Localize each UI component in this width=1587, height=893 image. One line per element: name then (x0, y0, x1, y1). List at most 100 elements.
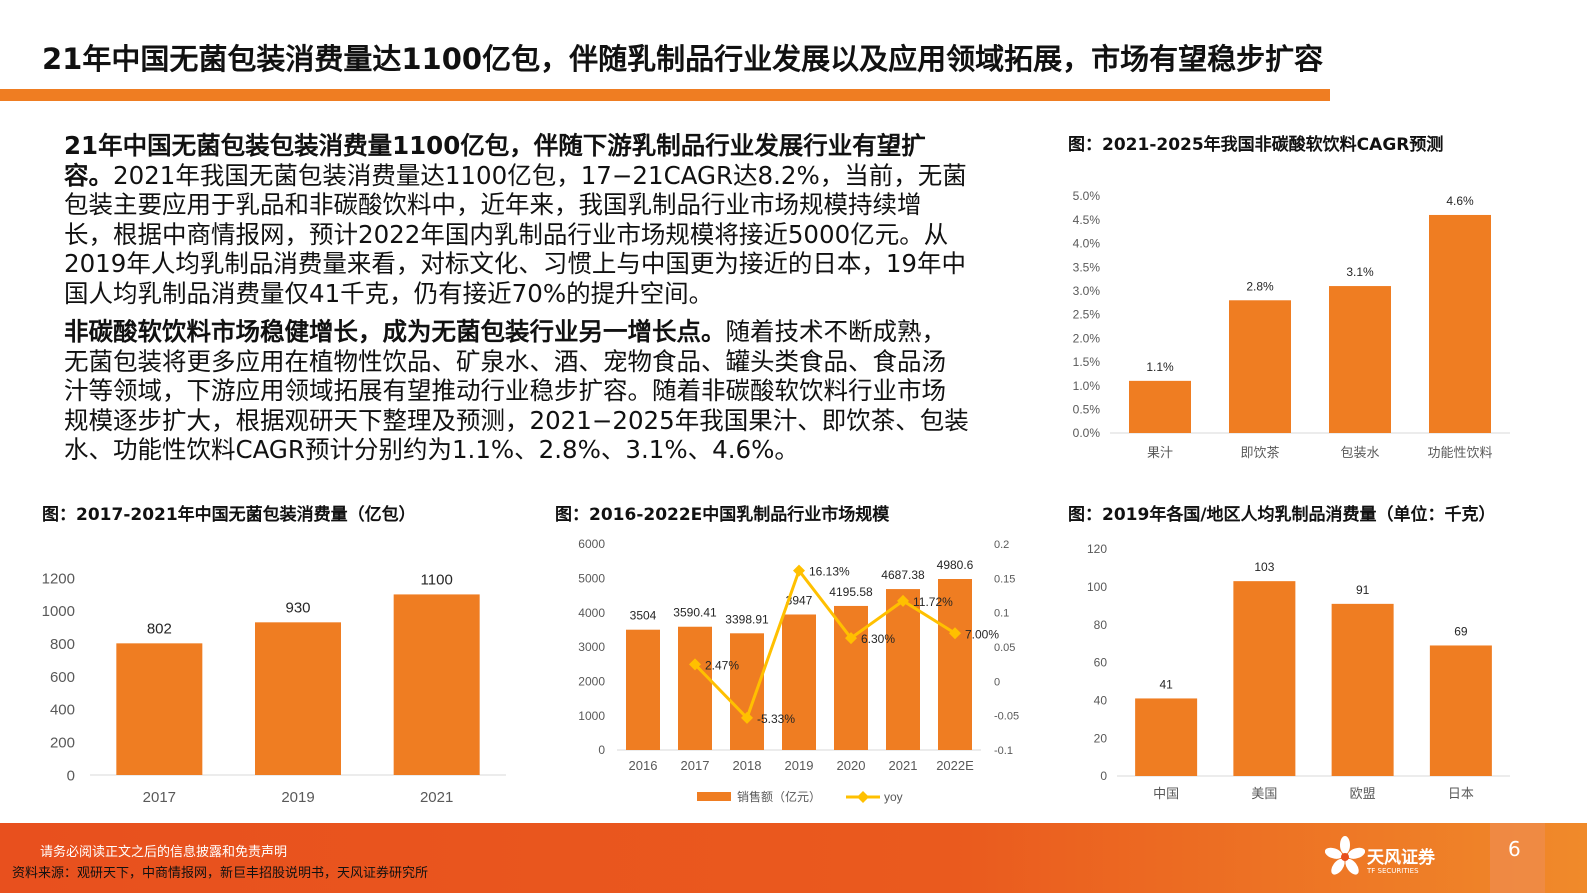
dairy-y2tick-label: 0.2 (994, 539, 1009, 551)
percap-bar (1233, 581, 1296, 776)
disclaimer-text: 请务必阅读正文之后的信息披露和免责声明 (40, 845, 288, 860)
aseptic-data-label: 1100 (421, 571, 453, 588)
aseptic-ytick-label: 1200 (42, 570, 75, 587)
paragraph-1-text: 2021年我国无菌包装消费量达1100亿包，17−21CAGR达8.2%，当前，… (64, 160, 967, 308)
page-number-box (1490, 823, 1545, 893)
dairy-category-label: 2016 (629, 758, 658, 773)
chart-title-percap: 图：2019年各国/地区人均乳制品消费量（单位：千克） (1068, 505, 1496, 525)
percap-ytick-label: 40 (1094, 694, 1108, 708)
cagr-ytick-label: 0.0% (1073, 426, 1101, 440)
dairy-bar (782, 614, 816, 750)
percap-category-label: 日本 (1448, 786, 1474, 801)
dairy-ytick-label: 3000 (578, 640, 605, 654)
percap-ytick-label: 120 (1087, 542, 1107, 556)
dairy-y2tick-label: 0.05 (994, 642, 1015, 654)
dairy-category-label: 2022E (936, 758, 974, 773)
dairy-yoy-label: 11.72% (913, 595, 953, 609)
percap-ytick-label: 0 (1100, 769, 1107, 783)
paragraph-2: 非碳酸软饮料市场稳健增长，成为无菌包装行业另一增长点。随着技术不断成熟，无菌包装… (64, 317, 969, 465)
dairy-yoy-point (741, 711, 753, 724)
percap-bar (1331, 603, 1394, 776)
cagr-category-label: 即饮茶 (1240, 445, 1279, 460)
dairy-yoy-label: -5.33% (757, 712, 795, 726)
dairy-yoy-point (793, 564, 805, 577)
logo-subtext: TF SECURITIES (1367, 867, 1419, 875)
dairy-yoy-label: 6.30% (861, 632, 895, 646)
dairy-bar (730, 633, 764, 750)
dairy-bar (626, 629, 660, 750)
dairy-data-label: 4980.6 (937, 558, 974, 572)
percap-bar (1135, 698, 1198, 776)
dairy-yoy-point (949, 627, 961, 640)
footer-gradient (0, 823, 1587, 893)
chart-title-cagr: 图：2021-2025年我国非碳酸软饮料CAGR预测 (1068, 135, 1444, 155)
flower-icon (1324, 836, 1366, 875)
dairy-data-label: 4687.38 (881, 568, 925, 582)
paragraph-2-text: 随着技术不断成熟，无菌包装将更多应用在植物性饮品、矿泉水、酒、宠物食品、罐头类食… (64, 317, 969, 464)
aseptic-category-label: 2019 (281, 789, 314, 806)
percap-category-label: 中国 (1153, 786, 1179, 801)
aseptic-ytick-label: 400 (50, 702, 75, 719)
footer-bar: 请务必阅读正文之后的信息披露和免责声明 天风证券 TF SECURITIES 6 (0, 823, 1587, 893)
percap-category-label: 美国 (1251, 786, 1277, 801)
dairy-legend-bar-label: 销售额（亿元） (737, 789, 821, 804)
body-text: 21年中国无菌包装包装消费量1100亿包，伴随下游乳制品行业发展行业有望扩容。2… (64, 131, 969, 474)
dairy-yoy-point (897, 594, 909, 607)
dairy-y2tick-label: 0 (994, 676, 1000, 688)
aseptic-ytick-label: 200 (50, 734, 75, 751)
dairy-bar (834, 605, 868, 750)
aseptic-data-label: 930 (285, 599, 310, 616)
dairy-category-label: 2018 (733, 758, 762, 773)
aseptic-bar (393, 594, 480, 775)
chart-title-aseptic: 图：2017-2021年中国无菌包装消费量（亿包） (42, 505, 416, 525)
logo-text: 天风证券 (1367, 848, 1435, 868)
cagr-data-label: 1.1% (1146, 360, 1174, 374)
cagr-category-label: 包装水 (1340, 445, 1379, 460)
paragraph-1-bold: 21年中国无菌包装包装消费量1100亿包，伴随下游乳制品行业发展行业有望扩容。 (64, 131, 926, 190)
chart-title-dairy: 图：2016-2022E中国乳制品行业市场规模 (555, 505, 890, 525)
cagr-ytick-label: 0.5% (1073, 403, 1101, 417)
tf-securities-logo: 天风证券 TF SECURITIES (1324, 835, 1455, 883)
cagr-data-label: 4.6% (1446, 194, 1474, 208)
aseptic-ytick-label: 600 (50, 669, 75, 686)
aseptic-ytick-label: 1000 (42, 603, 75, 620)
dairy-ytick-label: 2000 (578, 675, 605, 689)
dairy-data-label: 3590.41 (673, 606, 717, 620)
cagr-ytick-label: 3.5% (1073, 260, 1101, 274)
dairy-ytick-label: 6000 (578, 537, 605, 551)
dairy-data-label: 4195.58 (829, 585, 873, 599)
aseptic-ytick-label: 0 (67, 767, 75, 784)
dairy-ytick-label: 1000 (578, 709, 605, 723)
percap-ytick-label: 100 (1087, 580, 1107, 594)
page-title: 21年中国无菌包装消费量达1100亿包，伴随乳制品行业发展以及应用领域拓展，市场… (42, 42, 1324, 76)
cagr-bar (1429, 214, 1491, 433)
cagr-bar (1229, 300, 1291, 433)
cagr-ytick-label: 2.0% (1073, 331, 1101, 345)
percap-category-label: 欧盟 (1350, 786, 1376, 801)
cagr-ytick-label: 5.0% (1073, 189, 1101, 203)
dairy-yoy-point (845, 632, 857, 645)
cagr-category-label: 果汁 (1147, 445, 1173, 460)
aseptic-ytick-label: 800 (50, 636, 75, 653)
percap-data-label: 91 (1356, 583, 1370, 597)
dairy-y2tick-label: 0.15 (994, 573, 1015, 585)
dairy-category-label: 2021 (889, 758, 918, 773)
percap-data-label: 103 (1254, 560, 1274, 574)
title-underline (0, 89, 1330, 101)
dairy-ytick-label: 5000 (578, 572, 605, 586)
cagr-category-label: 功能性饮料 (1427, 445, 1492, 460)
percap-ytick-label: 80 (1094, 618, 1108, 632)
cagr-data-label: 3.1% (1346, 265, 1374, 279)
cagr-ytick-label: 1.5% (1073, 355, 1101, 369)
cagr-ytick-label: 4.5% (1073, 213, 1101, 227)
aseptic-category-label: 2017 (143, 789, 176, 806)
cagr-bar (1329, 286, 1391, 433)
dairy-legend-line-label: yoy (884, 790, 903, 804)
dairy-data-label: 3947 (786, 593, 813, 607)
dairy-yoy-line (693, 567, 956, 721)
percap-ytick-label: 20 (1094, 731, 1108, 745)
dairy-category-label: 2020 (837, 758, 866, 773)
paragraph-1: 21年中国无菌包装包装消费量1100亿包，伴随下游乳制品行业发展行业有望扩容。2… (64, 131, 969, 308)
dairy-data-label: 3504 (630, 609, 657, 623)
dairy-y2tick-label: 0.1 (994, 608, 1009, 620)
